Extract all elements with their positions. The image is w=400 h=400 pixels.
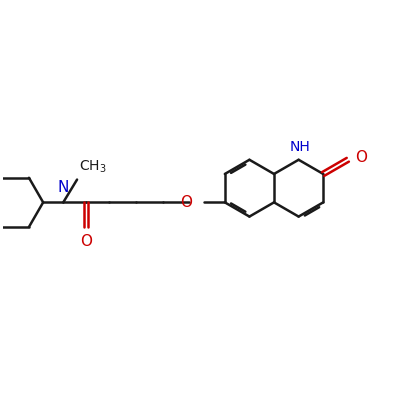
Text: CH$_3$: CH$_3$ bbox=[79, 158, 106, 175]
Text: N: N bbox=[58, 180, 69, 195]
Text: O: O bbox=[80, 234, 92, 249]
Text: O: O bbox=[355, 150, 367, 165]
Text: NH: NH bbox=[290, 140, 310, 154]
Text: O: O bbox=[180, 195, 192, 210]
